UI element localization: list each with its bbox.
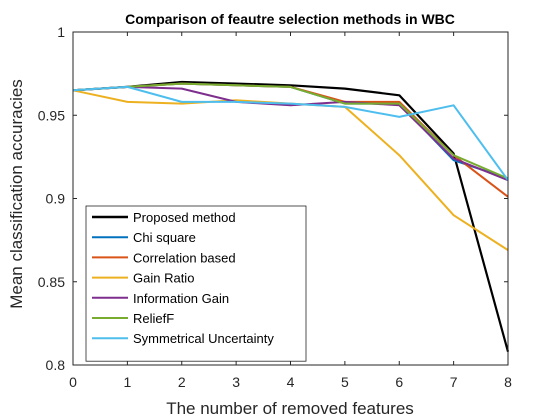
x-tick-label: 4 bbox=[287, 374, 295, 390]
y-tick-label: 1 bbox=[57, 24, 65, 40]
x-tick-label: 5 bbox=[341, 374, 349, 390]
x-tick-label: 8 bbox=[504, 374, 512, 390]
legend-label-4: Gain Ratio bbox=[133, 271, 194, 286]
y-tick-label: 0.85 bbox=[38, 274, 65, 290]
y-tick-label: 0.9 bbox=[46, 191, 66, 207]
x-tick-label: 6 bbox=[395, 374, 403, 390]
y-axis-label: Mean classification accuracies bbox=[7, 79, 26, 309]
legend-label-1: Proposed method bbox=[133, 210, 236, 225]
series-line-6 bbox=[72, 82, 509, 180]
legend-box bbox=[85, 205, 307, 362]
chart-title: Comparison of feautre selection methods … bbox=[125, 11, 455, 27]
x-tick-label: 2 bbox=[178, 374, 186, 390]
legend-label-6: ReliefF bbox=[133, 311, 174, 326]
x-tick-label: 1 bbox=[123, 374, 131, 390]
legend-label-3: Correlation based bbox=[133, 250, 236, 265]
x-axis-label: The number of removed features bbox=[166, 399, 414, 418]
legend-label-5: Information Gain bbox=[133, 291, 229, 306]
y-tick-label: 0.8 bbox=[46, 357, 66, 373]
x-tick-label: 7 bbox=[450, 374, 458, 390]
legend-label-7: Symmetrical Uncertainty bbox=[133, 331, 274, 346]
y-tick-label: 0.95 bbox=[38, 107, 65, 123]
x-tick-label: 0 bbox=[69, 374, 77, 390]
legend: Proposed method Chi square Correlation bas… bbox=[85, 205, 307, 362]
x-tick-label: 3 bbox=[232, 374, 240, 390]
series-line-7 bbox=[72, 85, 509, 181]
series-line-5 bbox=[72, 85, 509, 182]
legend-label-2: Chi square bbox=[133, 230, 196, 245]
ticks-layer: 0 1 2 3 4 5 6 7 8 0.8 0.85 0.9 0.95 1 bbox=[38, 24, 512, 390]
series-layer bbox=[72, 80, 510, 352]
